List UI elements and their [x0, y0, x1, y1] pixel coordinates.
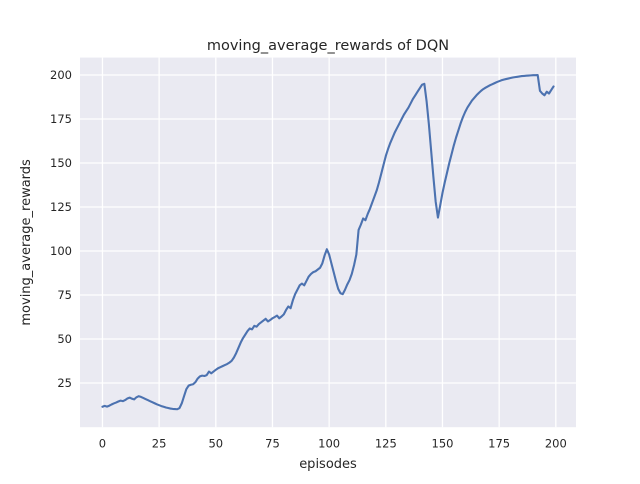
y-tick-label: 200: [50, 68, 72, 82]
x-tick-label: 125: [375, 437, 397, 451]
plot-area: [80, 57, 576, 428]
y-tick-label: 150: [50, 156, 72, 170]
series-line-dqn: [101, 73, 555, 411]
y-tick-label: 125: [50, 200, 72, 214]
y-tick-label: 75: [57, 288, 72, 302]
x-tick-label: 200: [545, 437, 567, 451]
y-tick-label: 50: [57, 332, 72, 346]
y-tick-label: 175: [50, 112, 72, 126]
y-tick-label: 100: [50, 244, 72, 258]
x-tick-label: 25: [152, 437, 167, 451]
x-tick-label: 150: [432, 437, 454, 451]
x-tick-label: 175: [488, 437, 510, 451]
tick-labels: 25 50 75 100 125 150 175 200 0 25 50 75 100 125 150 175…: [50, 68, 567, 451]
y-tick-label: 25: [57, 376, 72, 390]
x-tick-label: 100: [318, 437, 340, 451]
x-tick-label: 50: [208, 437, 223, 451]
y-axis-label: moving_average_rewards: [19, 159, 34, 326]
chart-title: moving_average_rewards of DQN: [207, 38, 449, 54]
x-tick-label: 75: [265, 437, 280, 451]
x-tick-label: 0: [99, 437, 106, 451]
x-axis-label: episodes: [299, 457, 357, 472]
gridlines: [80, 57, 576, 428]
